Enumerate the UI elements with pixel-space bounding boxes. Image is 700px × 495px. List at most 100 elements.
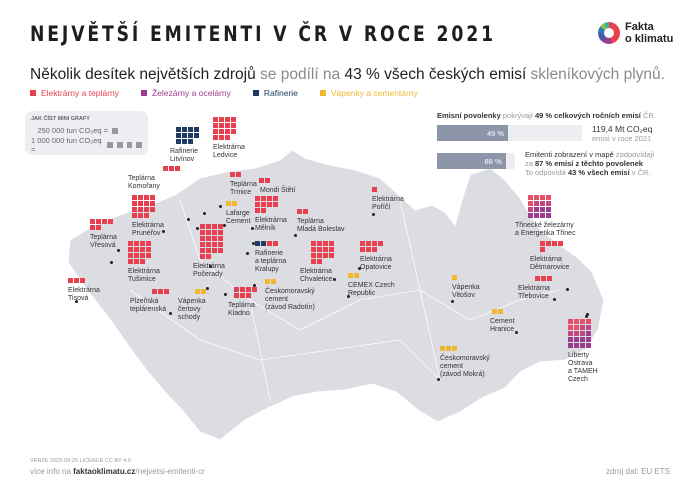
facility-location-marker[interactable]: [553, 298, 556, 301]
emissions-mini-chart: [234, 287, 257, 298]
emission-unit-square: [144, 201, 149, 206]
emissions-mini-chart: [492, 309, 515, 314]
facility-location-marker[interactable]: [223, 224, 226, 227]
emission-unit-square: [182, 139, 187, 144]
emission-unit-square: [134, 259, 139, 264]
facility-location-marker[interactable]: [162, 230, 165, 233]
facility-location-marker[interactable]: [586, 313, 589, 316]
stats-text: ČR.: [640, 111, 656, 120]
emission-unit-square: [541, 276, 546, 281]
facility-location-marker[interactable]: [117, 249, 120, 252]
emission-unit-square: [201, 289, 206, 294]
facility-location-marker[interactable]: [75, 300, 78, 303]
emission-unit-square: [206, 230, 211, 235]
facility-location-marker[interactable]: [347, 295, 350, 298]
unit-square-icon: [136, 142, 142, 148]
facility-location-marker[interactable]: [252, 242, 255, 245]
emission-unit-square: [188, 139, 193, 144]
stats-text: 43 % všech emisí: [567, 168, 630, 177]
subtitle-part: Několik desítek největších zdrojů: [30, 66, 256, 83]
emission-unit-square: [568, 337, 573, 342]
facility-label: Elektrárna Tisová: [68, 287, 100, 302]
facility-location-marker[interactable]: [206, 287, 209, 290]
emission-unit-square: [323, 247, 328, 252]
emission-unit-square: [558, 241, 563, 246]
emission-unit-square: [236, 172, 241, 177]
emissions-mini-chart: [259, 178, 282, 183]
facility-label: Elektrárna Chvaletice: [300, 268, 333, 283]
facility-location-marker[interactable]: [251, 227, 254, 230]
emission-unit-square: [546, 207, 551, 212]
facility-label: Rafinerie a teplárna Kralupy: [255, 250, 287, 273]
emission-unit-square: [230, 172, 235, 177]
emission-unit-square: [138, 201, 143, 206]
facility-location-marker[interactable]: [358, 267, 361, 270]
facility-label: Cement Hranice: [490, 318, 515, 333]
facility-location-marker[interactable]: [224, 293, 227, 296]
site-path-link[interactable]: /nejvetsi-emitenti-cr: [135, 467, 205, 476]
facility-label: Českomoravský cement (závod Radotín): [265, 288, 315, 311]
facility-location-marker[interactable]: [372, 213, 375, 216]
stats-text: v ČR.: [629, 168, 651, 177]
emission-unit-square: [232, 201, 237, 206]
emission-unit-square: [132, 207, 137, 212]
facility-label: Mondi Štětí: [260, 187, 296, 194]
facility-location-marker[interactable]: [451, 300, 454, 303]
fakta-o-klimatu-logo[interactable]: Fakta o klimatu: [598, 21, 673, 45]
emission-unit-square: [225, 117, 230, 122]
emission-unit-square: [218, 236, 223, 241]
emission-unit-square: [206, 224, 211, 229]
emission-unit-square: [452, 275, 457, 280]
emission-unit-square: [218, 248, 223, 253]
facility-location-marker[interactable]: [566, 288, 569, 291]
facility-label: Elektrárna Počerady: [193, 263, 225, 278]
total-emissions-sub: emisí v roce 2021: [592, 134, 652, 143]
legend-label: Elektrárny a teplárny: [41, 88, 119, 98]
facility-location-marker[interactable]: [209, 265, 212, 268]
emission-unit-square: [140, 259, 145, 264]
emission-unit-square: [568, 343, 573, 348]
facility-location-marker[interactable]: [203, 212, 206, 215]
facility-location-marker[interactable]: [437, 378, 440, 381]
emission-unit-square: [329, 247, 334, 252]
emission-unit-square: [68, 278, 73, 283]
facility-location-marker[interactable]: [515, 331, 518, 334]
emission-unit-square: [372, 187, 377, 192]
emission-unit-square: [261, 202, 266, 207]
emission-unit-square: [231, 117, 236, 122]
emission-unit-square: [163, 166, 168, 171]
facility-location-marker[interactable]: [246, 252, 249, 255]
emission-unit-square: [528, 201, 533, 206]
stats-text: zodpovídají: [613, 150, 655, 159]
emission-unit-square: [152, 289, 157, 294]
howto-row1: 250 000 tun CO₂eq =: [37, 126, 108, 135]
emission-unit-square: [200, 242, 205, 247]
facility-location-marker[interactable]: [333, 278, 336, 281]
facility-location-marker[interactable]: [196, 227, 199, 230]
facility-location-marker[interactable]: [585, 315, 588, 318]
subtitle-part: 43 % všech českých emisí: [344, 66, 527, 83]
emission-unit-square: [206, 248, 211, 253]
facility-label: Elektrárna Prunéřov: [132, 222, 164, 237]
emission-unit-square: [354, 273, 359, 278]
facility-location-marker[interactable]: [187, 218, 190, 221]
emission-unit-square: [212, 242, 217, 247]
emission-unit-square: [188, 127, 193, 132]
emission-unit-square: [200, 224, 205, 229]
emission-unit-square: [182, 127, 187, 132]
emission-unit-square: [534, 201, 539, 206]
facility-location-marker[interactable]: [294, 234, 297, 237]
emission-unit-square: [534, 207, 539, 212]
site-link[interactable]: faktaoklimatu.cz: [73, 467, 136, 476]
facility-location-marker[interactable]: [219, 205, 222, 208]
facility-label: Elektrárna Dětmarovice: [530, 256, 570, 271]
emission-unit-square: [80, 278, 85, 283]
facility-location-marker[interactable]: [169, 312, 172, 315]
emission-unit-square: [534, 195, 539, 200]
facility-label: Třinecké železárny a Energetika Třinec: [515, 222, 576, 237]
facility-location-marker[interactable]: [253, 284, 256, 287]
facility-label: Teplárna Mladá Boleslav: [297, 218, 345, 233]
subtitle: Několik desítek největších zdrojů se pod…: [30, 66, 665, 84]
emissions-mini-chart: [535, 276, 558, 281]
facility-location-marker[interactable]: [110, 261, 113, 264]
